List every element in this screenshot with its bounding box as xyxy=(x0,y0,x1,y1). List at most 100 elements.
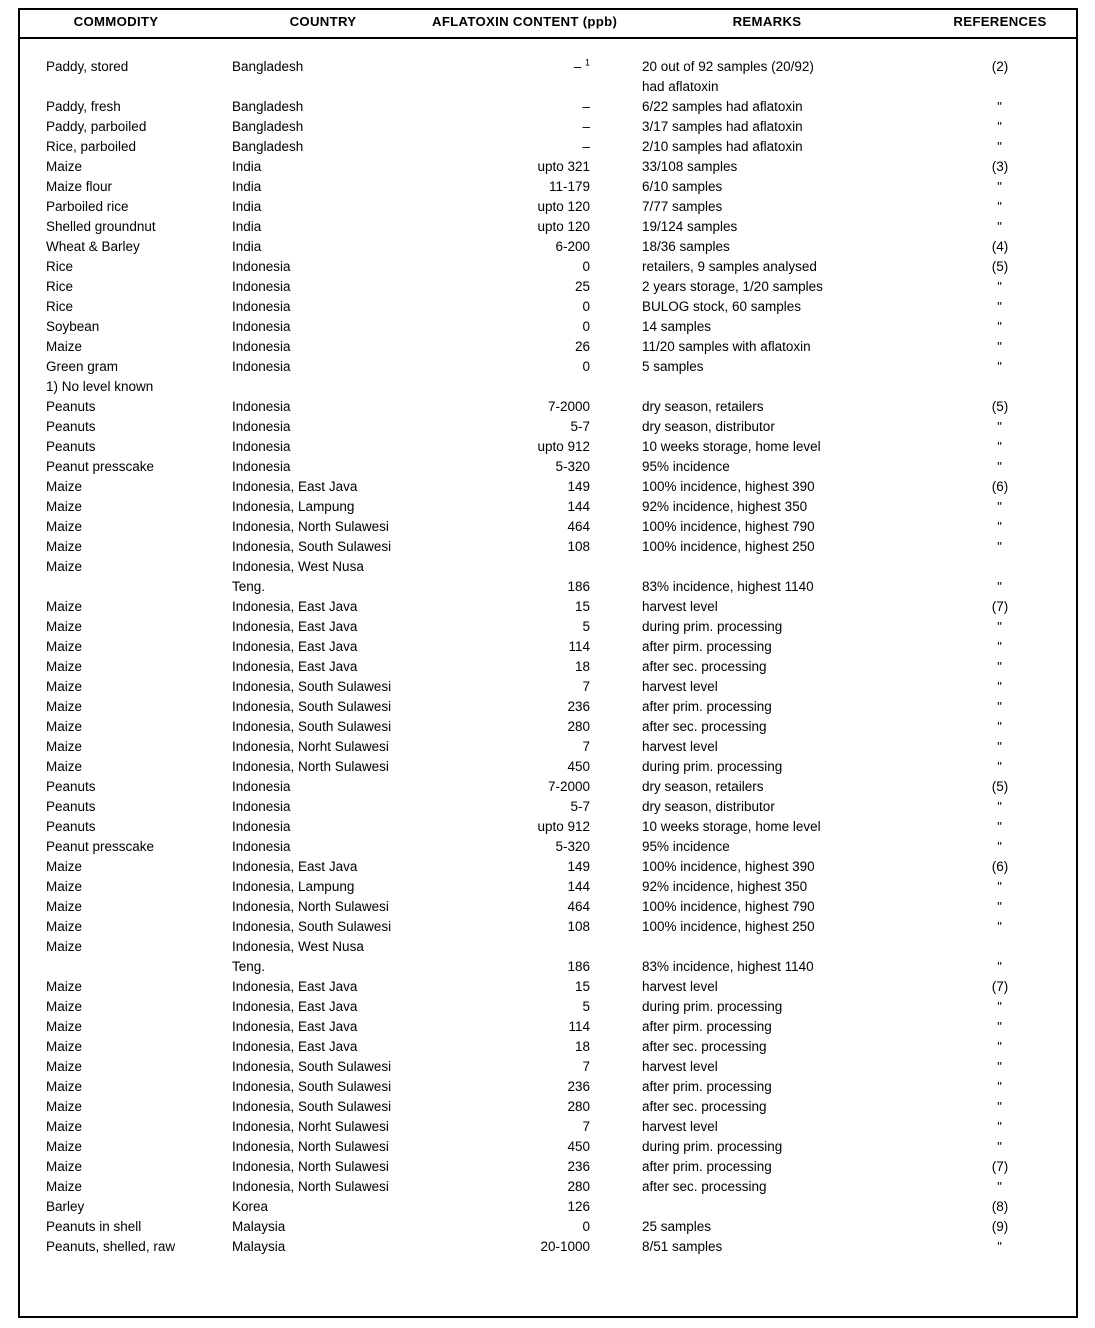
cell-aflatoxin: 114 xyxy=(568,1019,590,1034)
cell-remarks: 100% incidence, highest 790 xyxy=(642,899,815,914)
table-row: Rice, parboiled Bangladesh – 2/10 samples h… xyxy=(18,137,1078,157)
ditto-mark: " xyxy=(997,1099,1003,1114)
cell-aflatoxin: 18 xyxy=(574,659,590,674)
cell-commodity: Rice, parboiled xyxy=(46,139,137,154)
cell-aflatoxin: 5-7 xyxy=(570,799,590,814)
cell-references: " xyxy=(922,517,1078,537)
cell-commodity: Maize xyxy=(46,719,83,734)
ditto-mark: " xyxy=(997,1239,1003,1254)
cell-country: Indonesia, East Java xyxy=(232,659,358,674)
cell-aflatoxin: 7-2000 xyxy=(547,399,590,414)
cell-references: " xyxy=(922,537,1078,557)
cell-remarks: retailers, 9 samples analysed xyxy=(642,259,817,274)
cell-remarks: after sec. processing xyxy=(642,1099,767,1114)
cell-remarks: after sec. processing xyxy=(642,1179,767,1194)
cell-remarks: 19/124 samples xyxy=(642,219,738,234)
table-row: Maize flour India 11-179 6/10 samples " xyxy=(18,177,1078,197)
cell-commodity: Parboiled rice xyxy=(46,199,129,214)
cell-commodity: Maize xyxy=(46,519,83,534)
table-row: Maize Indonesia, East Java 15 harvest level… xyxy=(18,597,1078,617)
cell-remarks: 2/10 samples had aflatoxin xyxy=(642,139,803,154)
cell-references: " xyxy=(922,417,1078,437)
aflatoxin-survey-table: COMMODITY COUNTRY AFLATOXIN CONTENT (ppb… xyxy=(18,8,1078,1257)
cell-country: Indonesia xyxy=(232,279,291,294)
cell-remarks: dry season, retailers xyxy=(642,779,764,794)
table-row: Paddy, fresh Bangladesh – 6/22 samples had … xyxy=(18,97,1078,117)
table-row: Maize Indonesia, Lampung 144 92% incidence,… xyxy=(18,497,1078,517)
cell-country: Indonesia xyxy=(232,399,291,414)
cell-commodity: Maize xyxy=(46,659,83,674)
ditto-mark: " xyxy=(997,1179,1003,1194)
cell-commodity: Peanuts in shell xyxy=(46,1219,142,1234)
cell-aflatoxin: upto 120 xyxy=(537,199,590,214)
cell-remarks xyxy=(612,1197,922,1217)
cell-country: Indonesia xyxy=(232,819,291,834)
ditto-mark: " xyxy=(997,679,1003,694)
table-row: Teng. 186 83% incidence, highest 1140 " xyxy=(18,577,1078,597)
cell-commodity: Peanuts xyxy=(46,779,96,794)
cell-commodity: Maize xyxy=(46,1039,83,1054)
cell-aflatoxin: 7-2000 xyxy=(547,779,590,794)
cell-remarks: 100% incidence, highest 390 xyxy=(642,859,815,874)
cell-aflatoxin: – xyxy=(582,99,590,114)
cell-commodity: Peanuts xyxy=(46,799,96,814)
cell-aflatoxin: 144 xyxy=(567,499,590,514)
cell-aflatoxin: 5-320 xyxy=(555,839,590,854)
cell-remarks: 6/10 samples xyxy=(642,179,723,194)
table-row: Maize Indonesia, West Nusa xyxy=(18,937,1078,957)
table-row: Maize Indonesia, East Java 114 after pirm. … xyxy=(18,1017,1078,1037)
table-row: Maize Indonesia, South Sulawesi 7 harvest l… xyxy=(18,1057,1078,1077)
ditto-mark: " xyxy=(997,739,1003,754)
cell-aflatoxin: 15 xyxy=(574,599,590,614)
ditto-mark: " xyxy=(997,659,1003,674)
cell-country: Indonesia xyxy=(232,419,291,434)
cell-country: Indonesia xyxy=(232,359,291,374)
cell-remarks: 18/36 samples xyxy=(642,239,730,254)
cell-aflatoxin: 0 xyxy=(582,359,590,374)
cell-remarks: 2 years storage, 1/20 samples xyxy=(642,279,823,294)
cell-commodity: Maize xyxy=(46,979,83,994)
cell-commodity: Maize xyxy=(46,479,83,494)
cell-commodity: Maize xyxy=(46,1179,83,1194)
cell-aflatoxin: 5 xyxy=(582,999,590,1014)
table-row: Rice Indonesia 25 2 years storage, 1/20 sam… xyxy=(18,277,1078,297)
cell-commodity: Peanuts xyxy=(46,819,96,834)
table-row: Maize Indonesia, East Java 18 after sec. pr… xyxy=(18,657,1078,677)
table-row: Maize Indonesia, North Sulawesi 236 after p… xyxy=(18,1157,1078,1177)
cell-references: " xyxy=(922,877,1078,897)
cell-references: " xyxy=(922,657,1078,677)
cell-country: Indonesia xyxy=(232,439,291,454)
cell-references: " xyxy=(922,177,1078,197)
ditto-mark: " xyxy=(997,819,1003,834)
table-row: Maize Indonesia, Norht Sulawesi 7 harvest l… xyxy=(18,1117,1078,1137)
cell-country: Indonesia, South Sulawesi xyxy=(232,679,392,694)
cell-references: " xyxy=(922,1097,1078,1117)
cell-country: Indonesia, Lampung xyxy=(232,879,355,894)
cell-aflatoxin: 280 xyxy=(567,1099,590,1114)
cell-remarks: had aflatoxin xyxy=(642,79,719,94)
table-row: Paddy, parboiled Bangladesh – 3/17 samples … xyxy=(18,117,1078,137)
table-row: Peanuts Indonesia 5-7 dry season, distribut… xyxy=(18,417,1078,437)
cell-aflatoxin: 280 xyxy=(567,719,590,734)
ditto-mark: " xyxy=(997,519,1003,534)
cell-references: " xyxy=(922,457,1078,477)
cell-references: (9) xyxy=(991,1219,1009,1234)
cell-commodity: Maize xyxy=(46,699,83,714)
cell-commodity: Soybean xyxy=(46,319,100,334)
cell-country: Indonesia, North Sulawesi xyxy=(232,759,389,774)
cell-aflatoxin: 7 xyxy=(582,679,590,694)
table-row: Maize Indonesia, South Sulawesi 280 after s… xyxy=(18,1097,1078,1117)
cell-commodity: Maize xyxy=(46,499,83,514)
cell-aflatoxin: upto 120 xyxy=(537,219,590,234)
cell-commodity: Rice xyxy=(46,299,74,314)
cell-commodity: Maize xyxy=(46,339,83,354)
ditto-mark: " xyxy=(997,1039,1003,1054)
cell-references: (2) xyxy=(991,59,1009,74)
ditto-mark: " xyxy=(997,579,1003,594)
cell-commodity: Maize xyxy=(46,999,83,1014)
cell-remarks: 83% incidence, highest 1140 xyxy=(642,579,814,594)
cell-aflatoxin: 7 xyxy=(582,1119,590,1134)
cell-commodity: Maize xyxy=(46,919,83,934)
cell-aflatoxin: upto 912 xyxy=(537,439,590,454)
table-row: Maize Indonesia, South Sulawesi 108 100% in… xyxy=(18,917,1078,937)
